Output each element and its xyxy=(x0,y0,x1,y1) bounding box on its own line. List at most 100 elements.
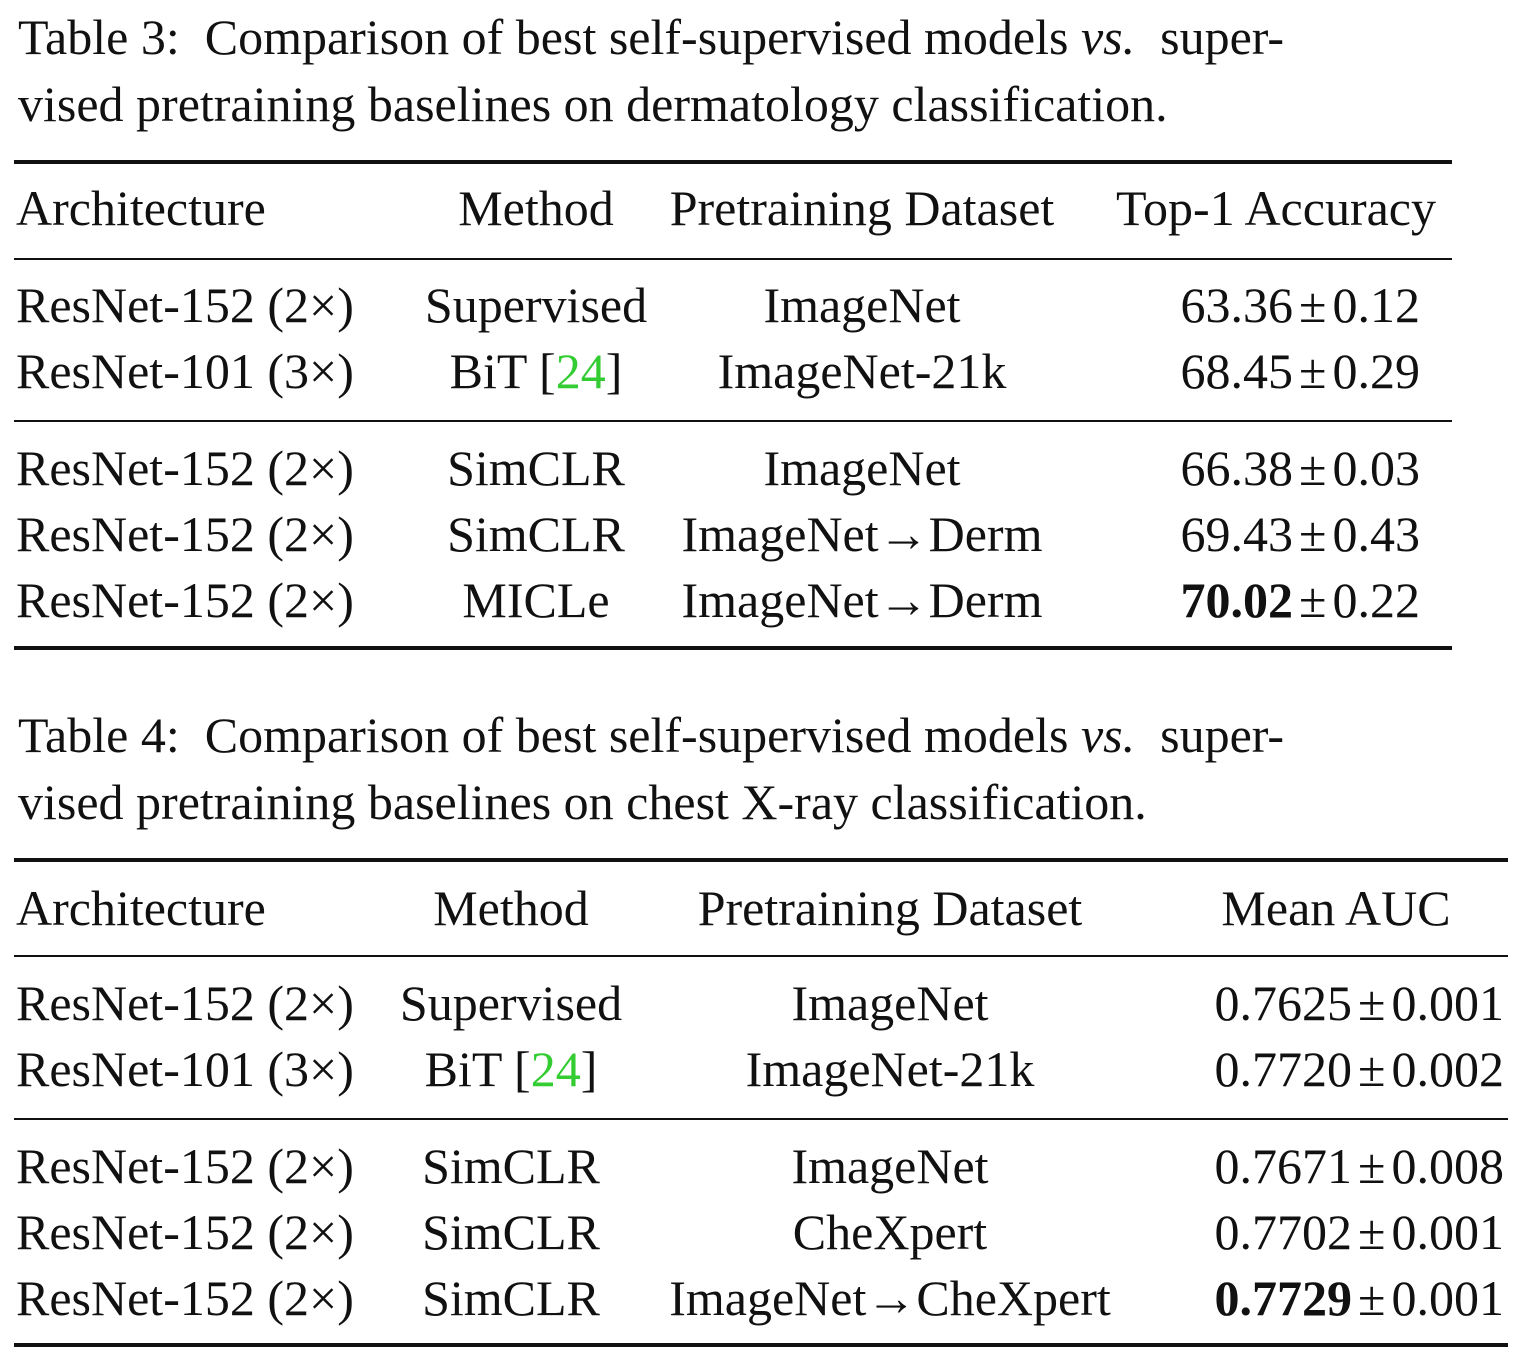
cell-dataset: ImageNet xyxy=(791,975,989,1031)
cell-architecture: ResNet-152 (2×) xyxy=(16,277,354,333)
cell-dataset: ImageNet-21k xyxy=(745,1041,1035,1097)
table-bottom-rule xyxy=(14,646,1452,650)
caption-text: Comparison of best self-supervised model… xyxy=(204,707,1069,763)
cell-accuracy: 63.36 ±0.12 xyxy=(1181,275,1420,335)
auc-value: 0.7671 xyxy=(1214,1138,1353,1194)
cell-method: SimCLR xyxy=(447,506,625,562)
cell-accuracy: 66.38 ±0.03 xyxy=(1181,438,1420,498)
caption-text: Comparison of best self-supervised model… xyxy=(204,9,1069,65)
cell-architecture: ResNet-152 (2×) xyxy=(16,506,354,562)
cell-auc: 0.7729 ±0.001 xyxy=(1215,1268,1504,1328)
table-row: ResNet-152 (2×) SimCLR CheXpert 0.7702 ±0… xyxy=(0,1202,1530,1262)
table-row: ResNet-152 (2×) SimCLR ImageNet 0.7671 ±0… xyxy=(0,1136,1530,1196)
accuracy-value: 68.45 xyxy=(1180,343,1294,399)
cell-method: Supervised xyxy=(399,975,623,1031)
table-top-rule xyxy=(14,160,1452,164)
plus-minus: ± xyxy=(1358,1204,1386,1260)
table-3-header: Architecture Method Pretraining Dataset … xyxy=(0,178,1530,238)
method-name: BiT xyxy=(449,343,527,399)
header-architecture: Architecture xyxy=(16,880,266,936)
caption-label: Table 4: xyxy=(18,707,180,763)
table-group-rule xyxy=(14,1118,1508,1120)
header-accuracy: Top-1 Accuracy xyxy=(1116,180,1436,236)
cell-auc: 0.7702 ±0.001 xyxy=(1215,1202,1504,1262)
cell-method: Supervised xyxy=(424,277,648,333)
cell-method: SimCLR xyxy=(422,1204,600,1260)
accuracy-value: 66.38 xyxy=(1180,440,1294,496)
plus-minus: ± xyxy=(1358,1138,1386,1194)
cell-dataset: ImageNet→Derm xyxy=(681,572,1043,628)
cell-dataset: ImageNet-21k xyxy=(717,343,1007,399)
cell-architecture: ResNet-152 (2×) xyxy=(16,440,354,496)
accuracy-error: 0.29 xyxy=(1332,343,1421,399)
cell-dataset: CheXpert xyxy=(792,1204,988,1260)
cell-dataset: ImageNet→CheXpert xyxy=(669,1270,1111,1326)
cell-method: MICLe xyxy=(462,572,610,628)
cell-dataset: ImageNet→Derm xyxy=(681,506,1043,562)
plus-minus: ± xyxy=(1299,343,1327,399)
cell-architecture: ResNet-101 (3×) xyxy=(16,343,354,399)
cell-dataset: ImageNet xyxy=(763,440,961,496)
accuracy-value-best: 70.02 xyxy=(1180,572,1294,628)
table-row: ResNet-152 (2×) SimCLR ImageNet→Derm 69.… xyxy=(0,504,1530,564)
auc-error: 0.001 xyxy=(1391,975,1505,1031)
header-architecture: Architecture xyxy=(16,180,266,236)
table-bottom-rule xyxy=(14,1343,1508,1347)
table-header-rule xyxy=(14,955,1508,957)
cell-auc: 0.7720 ±0.002 xyxy=(1215,1039,1504,1099)
cell-accuracy: 70.02 ±0.22 xyxy=(1181,570,1420,630)
cell-architecture: ResNet-101 (3×) xyxy=(16,1041,354,1097)
cell-auc: 0.7625 ±0.001 xyxy=(1215,973,1504,1033)
cell-accuracy: 69.43 ±0.43 xyxy=(1181,504,1420,564)
plus-minus: ± xyxy=(1299,277,1327,333)
plus-minus: ± xyxy=(1299,440,1327,496)
cell-architecture: ResNet-152 (2×) xyxy=(16,1270,354,1326)
accuracy-error: 0.43 xyxy=(1332,506,1421,562)
caption-text: super- xyxy=(1160,9,1285,65)
auc-value-best: 0.7729 xyxy=(1214,1270,1353,1326)
accuracy-value: 69.43 xyxy=(1180,506,1294,562)
cell-auc: 0.7671 ±0.008 xyxy=(1215,1136,1504,1196)
table-row: ResNet-101 (3×) BiT [24] ImageNet-21k 68… xyxy=(0,341,1530,401)
cell-method: BiT [24] xyxy=(424,1041,598,1097)
accuracy-value: 63.36 xyxy=(1180,277,1294,333)
table-group-rule xyxy=(14,420,1452,422)
table-row: ResNet-152 (2×) Supervised ImageNet 0.76… xyxy=(0,973,1530,1033)
auc-error: 0.002 xyxy=(1391,1041,1505,1097)
table-row: ResNet-152 (2×) SimCLR ImageNet→CheXpert… xyxy=(0,1268,1530,1328)
header-dataset: Pretraining Dataset xyxy=(669,180,1055,236)
plus-minus: ± xyxy=(1358,1270,1386,1326)
caption-vs: vs. xyxy=(1080,9,1136,65)
caption-text: vised pretraining baselines on chest X-r… xyxy=(18,774,1147,830)
table-top-rule xyxy=(14,858,1508,862)
cell-method: SimCLR xyxy=(422,1270,600,1326)
auc-error: 0.001 xyxy=(1391,1204,1505,1260)
cell-dataset: ImageNet xyxy=(791,1138,989,1194)
table-row: ResNet-152 (2×) Supervised ImageNet 63.3… xyxy=(0,275,1530,335)
cell-dataset: ImageNet xyxy=(763,277,961,333)
table-row: ResNet-152 (2×) MICLe ImageNet→Derm 70.0… xyxy=(0,570,1530,630)
cell-method: SimCLR xyxy=(447,440,625,496)
auc-value: 0.7720 xyxy=(1214,1041,1353,1097)
cell-method: BiT [24] xyxy=(449,343,623,399)
citation-link[interactable]: 24 xyxy=(555,343,606,399)
method-name: BiT xyxy=(424,1041,502,1097)
accuracy-error: 0.12 xyxy=(1332,277,1421,333)
auc-error: 0.001 xyxy=(1391,1270,1505,1326)
cell-method: SimCLR xyxy=(422,1138,600,1194)
citation-link[interactable]: 24 xyxy=(530,1041,581,1097)
caption-label: Table 3: xyxy=(18,9,180,65)
plus-minus: ± xyxy=(1358,975,1386,1031)
header-dataset: Pretraining Dataset xyxy=(697,880,1083,936)
auc-value: 0.7702 xyxy=(1214,1204,1353,1260)
table-row: ResNet-152 (2×) SimCLR ImageNet 66.38 ±0.… xyxy=(0,438,1530,498)
cell-architecture: ResNet-152 (2×) xyxy=(16,572,354,628)
header-auc: Mean AUC xyxy=(1221,880,1451,936)
auc-error: 0.008 xyxy=(1391,1138,1505,1194)
plus-minus: ± xyxy=(1358,1041,1386,1097)
header-method: Method xyxy=(433,880,589,936)
cell-architecture: ResNet-152 (2×) xyxy=(16,1138,354,1194)
header-method: Method xyxy=(458,180,614,236)
cell-accuracy: 68.45 ±0.29 xyxy=(1181,341,1420,401)
table-4-caption: Table 4: Comparison of best self-supervi… xyxy=(18,702,1284,836)
